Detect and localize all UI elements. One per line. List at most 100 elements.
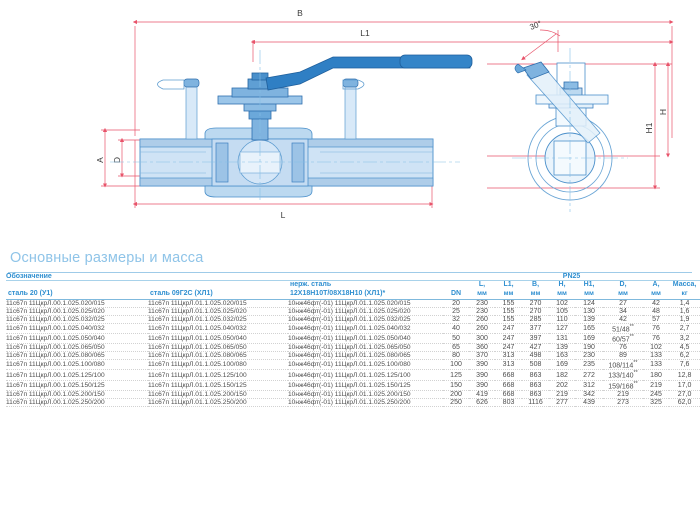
cell-L1: 803	[502, 399, 515, 407]
header-designation-group: Обозначение	[6, 273, 52, 280]
cell-mass: 62,0	[677, 399, 692, 407]
cell-D: 273	[617, 399, 629, 407]
cell-L: 260	[476, 324, 488, 332]
dimensions-table: Обозначение PN25 сталь 20 (У1) сталь 09Г…	[6, 273, 700, 407]
technical-drawing: B L1 L H H1 A D 30° поток	[0, 0, 700, 240]
cell-mass: 1,4	[679, 299, 690, 307]
cell-L: 370	[476, 352, 488, 360]
footnote-marker: **	[633, 380, 638, 387]
header-L1: L1, мм	[495, 281, 522, 300]
table-body: 11с67п 11ЦкрЛ.00.1.025.020/015 11с67п 11Ц…	[6, 299, 700, 407]
header-steel20: сталь 20 (У1)	[8, 289, 53, 297]
header-stainless-line1: нерж. сталь	[290, 281, 332, 288]
cell-steel09g2s: 11с67п 11ЦкрЛ.01.1.025.050/040	[148, 334, 247, 342]
cell-mass: 2,7	[679, 324, 690, 332]
lock-pin-left	[157, 78, 200, 140]
cell-A: 325	[650, 399, 662, 407]
cell-L1: 313	[502, 352, 515, 360]
cell-dn: 65	[452, 344, 460, 352]
table-row: 11с67п 11ЦкрЛ.00.1.025.150/125 11с67п 11Ц…	[6, 380, 700, 391]
cell-H1: 272	[583, 371, 595, 379]
cell-stainless: 10нж46фт(-01) 11ЦкрЛ.01.1.025.100/080	[288, 361, 411, 369]
cell-steel09g2s: 11с67п 11ЦкрЛ.01.1.025.065/050	[148, 344, 247, 352]
cell-L1: 247	[502, 334, 515, 342]
header-pressure-group: PN25	[562, 273, 581, 280]
cell-steel09g2s: 11с67п 11ЦкрЛ.01.1.025.020/015	[148, 299, 247, 307]
cell-H1: 124	[583, 299, 595, 307]
table-row: 11с67п 11ЦкрЛ.00.1.025.032/025 11с67п 11Ц…	[6, 315, 700, 323]
cell-H1: 190	[583, 344, 595, 352]
cell-stainless: 10нж46фт(-01) 11ЦкрЛ.01.1.025.065/050	[288, 344, 411, 352]
cell-A: 219	[650, 381, 662, 389]
cell-D: 219	[617, 391, 629, 399]
cell-L1: 247	[502, 344, 515, 352]
cell-steel09g2s: 11с67п 11ЦкрЛ.01.1.025.125/100	[148, 371, 247, 379]
specifications-section: Основные размеры и масса Обозначение PN2…	[0, 244, 700, 520]
cell-A: 102	[650, 344, 662, 352]
cell-B: 863	[529, 371, 542, 379]
cell-L: 360	[476, 344, 488, 352]
cell-L1: 155	[502, 307, 515, 315]
cell-L1: 668	[502, 381, 515, 389]
cell-steel20: 11с67п 11ЦкрЛ.00.1.025.032/025	[6, 315, 105, 323]
footnote-marker: **	[629, 333, 634, 340]
footnote-marker: **	[633, 360, 638, 367]
cell-D: 108/114**	[608, 360, 638, 370]
cell-stainless: 10нж46фт(-01) 11ЦкрЛ.01.1.025.032/025	[288, 315, 411, 323]
dimension-lines	[101, 19, 674, 208]
cell-steel09g2s: 11с67п 11ЦкрЛ.01.1.025.040/032	[148, 324, 247, 332]
cell-D: 27	[619, 299, 627, 307]
cell-D: 34	[619, 307, 627, 315]
label-angle: 30°	[528, 19, 543, 32]
cell-L1: 247	[502, 324, 515, 332]
cell-L1: 155	[502, 299, 515, 307]
cell-A: 48	[652, 307, 660, 315]
cell-B: 427	[529, 344, 542, 352]
table-row: 11с67п 11ЦкрЛ.00.1.025.040/032 11с67п 11Ц…	[6, 323, 700, 334]
cell-A: 133	[650, 352, 662, 360]
cell-mass: 17,0	[677, 381, 692, 389]
cell-steel20: 11с67п 11ЦкрЛ.00.1.025.025/020	[6, 307, 105, 315]
cell-H1: 235	[583, 361, 595, 369]
cell-steel09g2s: 11с67п 11ЦкрЛ.01.1.025.032/025	[148, 315, 247, 323]
cell-B: 270	[529, 307, 542, 315]
cell-L: 390	[476, 371, 488, 379]
cell-H1: 312	[583, 381, 595, 389]
cell-dn: 25	[452, 307, 460, 315]
cell-H1: 169	[583, 334, 595, 342]
header-H-text: H,	[558, 281, 566, 288]
cell-dn: 80	[452, 352, 460, 360]
cell-H1: 130	[583, 307, 595, 315]
cell-B: 863	[529, 391, 542, 399]
cell-stainless: 10нж46фт(-01) 11ЦкрЛ.01.1.025.040/032	[288, 324, 411, 332]
cell-L: 390	[476, 361, 488, 369]
cell-dn: 125	[450, 371, 462, 379]
cell-mass: 1,9	[679, 315, 690, 323]
header-L1-text: L1,	[503, 281, 514, 288]
cell-B: 270	[529, 299, 542, 307]
table-row: 11с67п 11ЦкрЛ.00.1.025.080/065 11с67п 11Ц…	[6, 352, 700, 360]
footnote-marker: **	[633, 370, 638, 377]
cell-A: 180	[650, 371, 662, 379]
cell-steel20: 11с67п 11ЦкрЛ.00.1.025.020/015	[6, 299, 105, 307]
header-stainless-line2: 12Х18Н10Т/08Х18Н10 (ХЛ1)*	[290, 289, 386, 297]
cell-steel20: 11с67п 11ЦкрЛ.00.1.025.050/040	[6, 334, 105, 342]
cell-L: 260	[476, 315, 488, 323]
cell-steel20: 11с67п 11ЦкрЛ.00.1.025.065/050	[6, 344, 105, 352]
label-L: L	[281, 210, 286, 220]
header-H1: H1, мм	[575, 281, 603, 300]
cell-mass: 4,5	[679, 344, 690, 352]
cell-D: 89	[619, 352, 627, 360]
cell-H1: 439	[583, 399, 595, 407]
cell-stainless: 10нж46фт(-01) 11ЦкрЛ.01.1.025.150/125	[288, 381, 411, 389]
header-A: A, мм	[643, 281, 669, 300]
cell-B: 508	[529, 361, 542, 369]
label-B: B	[297, 8, 303, 18]
header-stainless: нерж. сталь 12Х18Н10Т/08Х18Н10 (ХЛ1)*	[288, 281, 443, 300]
cell-A: 133	[650, 361, 662, 369]
cell-A: 57	[652, 315, 660, 323]
table-header-group-row: Обозначение PN25	[6, 273, 700, 281]
cell-L1: 313	[502, 361, 515, 369]
label-D: D	[112, 157, 122, 163]
cell-H1: 165	[583, 324, 595, 332]
